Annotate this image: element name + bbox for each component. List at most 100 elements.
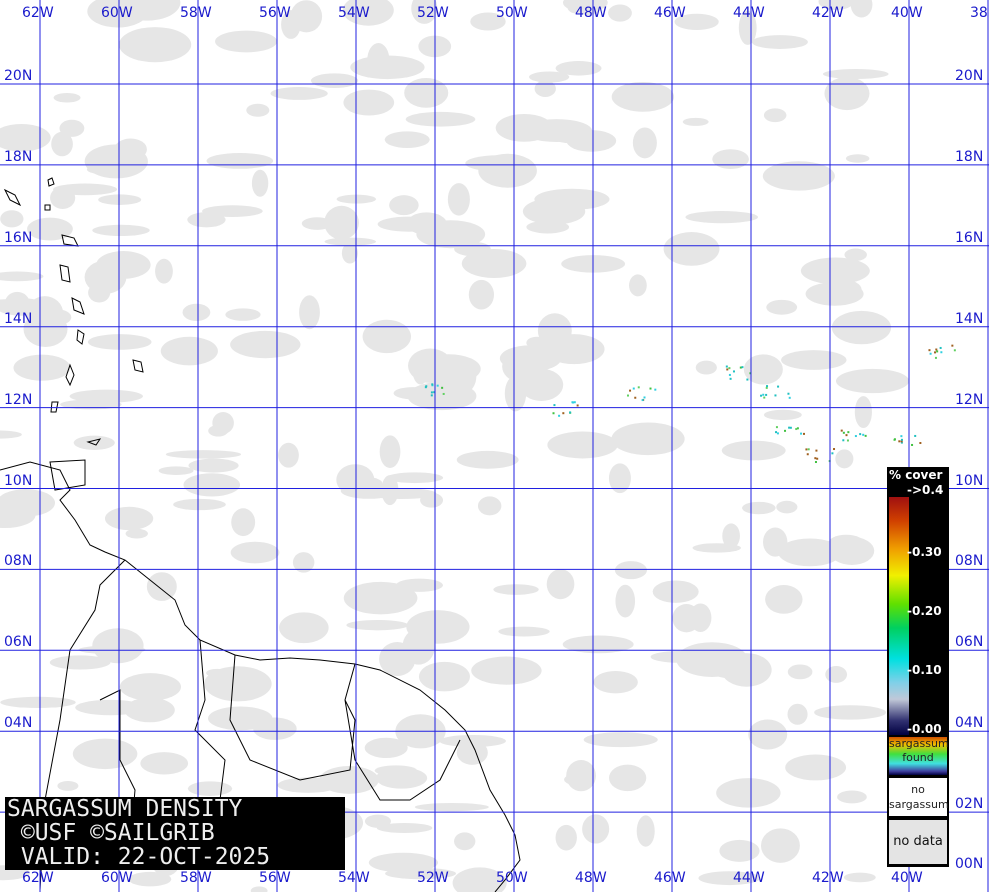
cloud-patch <box>831 310 892 345</box>
cloud-patch <box>452 867 507 892</box>
sargassum-pixel <box>929 352 932 355</box>
sargassum-pixel <box>796 427 799 430</box>
cloud-patch <box>676 642 748 678</box>
cloud-patch <box>385 867 457 880</box>
sargassum-pixel <box>802 432 805 435</box>
cloud-patch <box>279 612 329 644</box>
cloud-patch <box>470 12 506 31</box>
sargassum-pixel <box>842 439 845 442</box>
cloud-patch <box>418 661 470 692</box>
sargassum-pixel <box>815 449 818 452</box>
latitude-label: 18N <box>4 148 33 165</box>
cloud-patch <box>843 872 876 883</box>
legend-sargassum-found: sargassum found <box>889 737 949 775</box>
cloud-patch <box>498 626 550 637</box>
sargassum-pixel <box>788 396 791 399</box>
cloud-patch <box>393 387 433 400</box>
cloud-patch <box>414 802 489 812</box>
cloud-patch <box>364 737 408 759</box>
latitude-label: 08N <box>955 553 984 570</box>
cloud-patch <box>521 119 592 143</box>
sargassum-pixel <box>626 394 629 397</box>
sargassum-pixel <box>643 396 646 399</box>
sargassum-pixel <box>558 414 561 417</box>
cloud-patch <box>405 111 476 127</box>
sargassum-pixel <box>840 429 843 432</box>
cloud-patch <box>72 738 138 770</box>
sargassum-pixel <box>569 411 572 414</box>
sargassum-pixel <box>760 394 763 397</box>
sargassum-pixel <box>800 432 803 435</box>
sargassum-detections <box>424 344 956 464</box>
cloud-patch <box>278 442 299 468</box>
cloud-patch <box>471 656 542 685</box>
latitude-label: 20N <box>955 68 984 84</box>
cloud-patch <box>636 815 655 847</box>
longitude-label: 56W <box>259 5 291 21</box>
sargassum-pixel <box>816 457 819 460</box>
cloud-patch <box>230 330 301 359</box>
sargassum-pixel <box>900 440 903 443</box>
longitude-label: 48W <box>575 870 607 886</box>
cloud-patch <box>137 29 159 38</box>
cloud-patch <box>376 822 433 834</box>
sargassum-pixel <box>641 399 644 402</box>
cloud-patch <box>0 696 76 708</box>
sargassum-pixel <box>654 388 657 391</box>
cloud-patch <box>611 81 675 112</box>
sargassum-pixel <box>831 452 834 455</box>
cloud-patch <box>493 584 539 595</box>
cloud-patch <box>787 664 813 680</box>
cloud-patch <box>50 186 76 209</box>
sargassum-pixel <box>572 401 575 404</box>
sargassum-pixel <box>431 383 434 386</box>
sargassum-pixel <box>789 426 792 429</box>
sargassum-pixel <box>776 432 779 435</box>
cloud-patch <box>231 508 256 537</box>
sargassum-pixel <box>746 378 749 381</box>
longitude-label: 58W <box>180 870 212 886</box>
legend-no-data: no data <box>889 820 947 864</box>
cloud-patch <box>395 578 443 592</box>
cloud-patch <box>368 852 438 873</box>
cloud-patch <box>343 581 418 615</box>
cloud-patch <box>845 154 870 163</box>
cloud-patch <box>0 271 44 282</box>
cloud-patch <box>695 360 717 375</box>
cloud-patch <box>524 348 591 359</box>
sargassum-pixel <box>935 348 938 351</box>
sargassum-pixel <box>436 384 439 387</box>
sargassum-pixel <box>442 392 445 395</box>
sargassum-pixel <box>951 344 954 347</box>
cloud-patch <box>519 368 564 402</box>
cloud-patch <box>118 27 192 63</box>
cloud-patch <box>173 498 226 511</box>
sargassum-pixel <box>893 438 896 441</box>
longitude-label: 50W <box>496 5 528 21</box>
latitude-label: 08N <box>4 553 33 570</box>
cloud-patch <box>562 635 634 654</box>
cloud-patch <box>341 242 358 264</box>
sargassum-pixel <box>787 392 790 395</box>
sargassum-pixel <box>424 386 427 389</box>
cloud-patch <box>183 473 241 497</box>
cloud-patch <box>0 124 51 152</box>
latitude-label: 12N <box>955 391 984 408</box>
latitude-label: 10N <box>4 472 33 489</box>
cloud-patch <box>854 396 872 429</box>
cloud-patch <box>343 89 395 116</box>
cloud-patch <box>246 103 270 117</box>
cloud-patch <box>611 422 685 456</box>
map-title-box: SARGASSUM DENSITY ©USF ©SAILGRIB VALID: … <box>5 797 345 870</box>
sargassum-pixel <box>940 351 943 354</box>
sargassum-pixel <box>739 366 742 369</box>
sargassum-pixel <box>765 386 768 389</box>
cloud-patch <box>225 308 261 321</box>
cloud-patch <box>124 697 175 723</box>
cloud-patch <box>582 814 610 844</box>
cloud-patch <box>456 740 488 765</box>
cloud-patch <box>49 655 111 670</box>
longitude-label: 46W <box>654 870 686 886</box>
cloud-patch <box>765 585 803 614</box>
cloud-patch <box>336 464 375 496</box>
